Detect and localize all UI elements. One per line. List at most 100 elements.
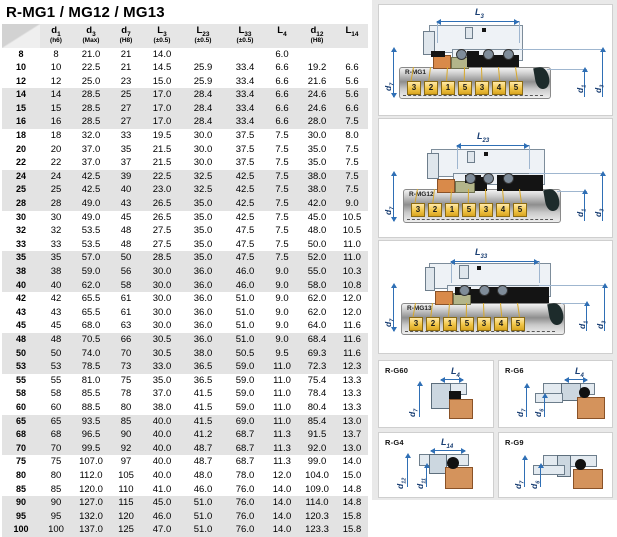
cell-L33: 37.5 bbox=[235, 130, 255, 142]
cell-L4: 7.5 bbox=[266, 251, 298, 266]
cell-d7: 61 bbox=[120, 293, 132, 305]
cell-d1: 18 bbox=[50, 130, 62, 142]
shaft-label-mg1: R-MG1 bbox=[405, 69, 426, 76]
cell-size: 14 bbox=[2, 88, 40, 102]
cell-L33: 59.0 bbox=[224, 360, 266, 374]
cell-d7: 39 bbox=[110, 169, 142, 184]
cell-d7: 110 bbox=[118, 483, 134, 495]
callout-badge: 4 bbox=[494, 317, 508, 331]
cell-L3: 35.0 bbox=[152, 374, 172, 386]
cell-L4: 14.0 bbox=[266, 496, 298, 510]
cell-L23: 25.9 bbox=[193, 62, 213, 74]
cell-d12: 21.6 bbox=[307, 75, 327, 87]
table-row: 58 58 85.5 78 37.0 41.5 59.0 11.0 78.4 13.3 bbox=[2, 387, 368, 401]
cell-d3: 78.5 bbox=[72, 360, 110, 374]
cell-d1: 25 bbox=[40, 183, 72, 198]
cell-L14: 8.0 bbox=[345, 130, 359, 142]
cell-L23: 41.2 bbox=[182, 428, 224, 442]
cell-L14: 13.3 bbox=[342, 374, 362, 386]
gasket-title-g9: R-G9 bbox=[505, 438, 524, 447]
cell-d1: 75 bbox=[50, 456, 62, 468]
cell-d7: 73 bbox=[110, 360, 142, 374]
cell-L4: 6.0 bbox=[275, 48, 289, 60]
cell-L4: 9.0 bbox=[266, 278, 298, 293]
cell-d3: 65.5 bbox=[81, 306, 101, 318]
cell-d7: 115 bbox=[110, 496, 142, 510]
cell-L33: 33.4 bbox=[235, 75, 255, 87]
cell-L33: 42.5 bbox=[224, 197, 266, 211]
cell-d3: 137.0 bbox=[72, 523, 110, 537]
cell-L3: 45.0 bbox=[142, 496, 182, 510]
cell-L14: 7.5 bbox=[336, 183, 368, 198]
gasket-panel-g4: R-G4 L14 d12 d11 bbox=[378, 432, 494, 498]
shaft-label-mg13: R-MG13 bbox=[407, 305, 432, 312]
table-row: 25 25 42.5 40 23.0 32.5 42.5 7.5 38.0 7.5 bbox=[2, 183, 368, 198]
cell-d1: 38 bbox=[40, 265, 72, 279]
specification-table-panel: R-MG1 / MG12 / MG13 d1 (h6) d3 (Max) d7 (H8… bbox=[2, 4, 368, 537]
cell-L14: 13.0 bbox=[336, 441, 368, 456]
cell-d7: 78 bbox=[120, 388, 132, 400]
cell-size: 100 bbox=[2, 523, 40, 537]
cell-L4: 14.0 bbox=[266, 509, 298, 524]
cell-L3: 30.0 bbox=[152, 293, 172, 305]
cell-L14: 14.8 bbox=[336, 496, 368, 510]
cell-d1: 58 bbox=[50, 388, 62, 400]
cell-L14: 14.8 bbox=[342, 483, 362, 495]
table-row: 22 22 37.0 37 21.5 30.0 37.5 7.5 35.0 7.5 bbox=[2, 156, 368, 170]
cell-L3: 14.0 bbox=[152, 48, 172, 60]
cell-d7: 66 bbox=[110, 332, 142, 347]
cell-L3: 37.0 bbox=[152, 388, 172, 400]
gasket-dim-d7-g6: d7 bbox=[515, 408, 528, 417]
cell-L23: 32.5 bbox=[182, 183, 224, 198]
cell-size: 32 bbox=[15, 225, 26, 236]
gasket-title-g4: R-G4 bbox=[385, 438, 404, 447]
cell-L4: 7.5 bbox=[275, 225, 289, 237]
cell-L33: 33.4 bbox=[235, 62, 255, 74]
table-row: 10 10 22.5 21 14.5 25.9 33.4 6.6 19.2 6.6 bbox=[2, 61, 368, 75]
cell-d7: 85 bbox=[110, 414, 142, 429]
column-header-L33: L33 (±0.5) bbox=[224, 24, 266, 48]
cell-size: 45 bbox=[15, 320, 26, 331]
cell-L3: 30.0 bbox=[152, 320, 172, 332]
cell-d7: 80 bbox=[120, 401, 132, 413]
cell-L3: 26.5 bbox=[152, 211, 172, 223]
cell-d7: 23 bbox=[120, 75, 132, 87]
column-header-d7: d7 (H8) bbox=[110, 24, 142, 48]
cell-L3: 30.0 bbox=[142, 278, 182, 293]
cell-size: 24 bbox=[2, 169, 40, 184]
cell-d3: 49.0 bbox=[81, 211, 101, 223]
cell-d12: 91.5 bbox=[298, 428, 336, 442]
cell-d3: 49.0 bbox=[72, 197, 110, 211]
cell-L4: 7.5 bbox=[275, 130, 289, 142]
cell-L3: 30.5 bbox=[142, 332, 182, 347]
cell-d12: 80.4 bbox=[307, 401, 327, 413]
cell-d3: 65.5 bbox=[81, 293, 101, 305]
callout-badge: 2 bbox=[426, 317, 440, 331]
cell-d1: 100 bbox=[40, 523, 72, 537]
table-row: 43 43 65.5 61 30.0 36.0 51.0 9.0 62.0 12.0 bbox=[2, 306, 368, 320]
cell-L4: 11.0 bbox=[273, 401, 291, 413]
dimension-label-d1: d1 bbox=[575, 84, 588, 93]
cell-d12: 28.0 bbox=[298, 115, 336, 130]
cell-L33: 50.5 bbox=[224, 346, 266, 361]
callout-badge: 2 bbox=[428, 203, 442, 217]
cell-d12: 64.0 bbox=[307, 320, 327, 332]
cell-L4: 14.0 bbox=[272, 483, 292, 495]
cell-d12: 38.0 bbox=[298, 169, 336, 184]
cell-L14: 11.6 bbox=[343, 320, 361, 332]
cell-L33: 33.4 bbox=[224, 101, 266, 116]
cell-size: 18 bbox=[15, 130, 26, 141]
callout-badge: 5 bbox=[460, 317, 474, 331]
cell-L4: 9.0 bbox=[275, 306, 289, 318]
cell-L14: 11.6 bbox=[336, 332, 368, 347]
table-row: 35 35 57.0 50 28.5 35.0 47.5 7.5 52.0 11.0 bbox=[2, 251, 368, 266]
gasket-panel-g60: R-G60 L4 d7 bbox=[378, 360, 494, 428]
cell-d12: 52.0 bbox=[298, 251, 336, 266]
cell-L14: 7.5 bbox=[336, 115, 368, 130]
table-row: 30 30 49.0 45 26.5 35.0 42.5 7.5 45.0 10.5 bbox=[2, 211, 368, 225]
cell-size: 85 bbox=[15, 483, 26, 494]
cell-L14: 10.5 bbox=[342, 225, 362, 237]
cell-d12: 35.0 bbox=[307, 143, 327, 155]
cell-L23: 36.0 bbox=[193, 320, 213, 332]
cell-d3: 28.5 bbox=[72, 88, 110, 102]
